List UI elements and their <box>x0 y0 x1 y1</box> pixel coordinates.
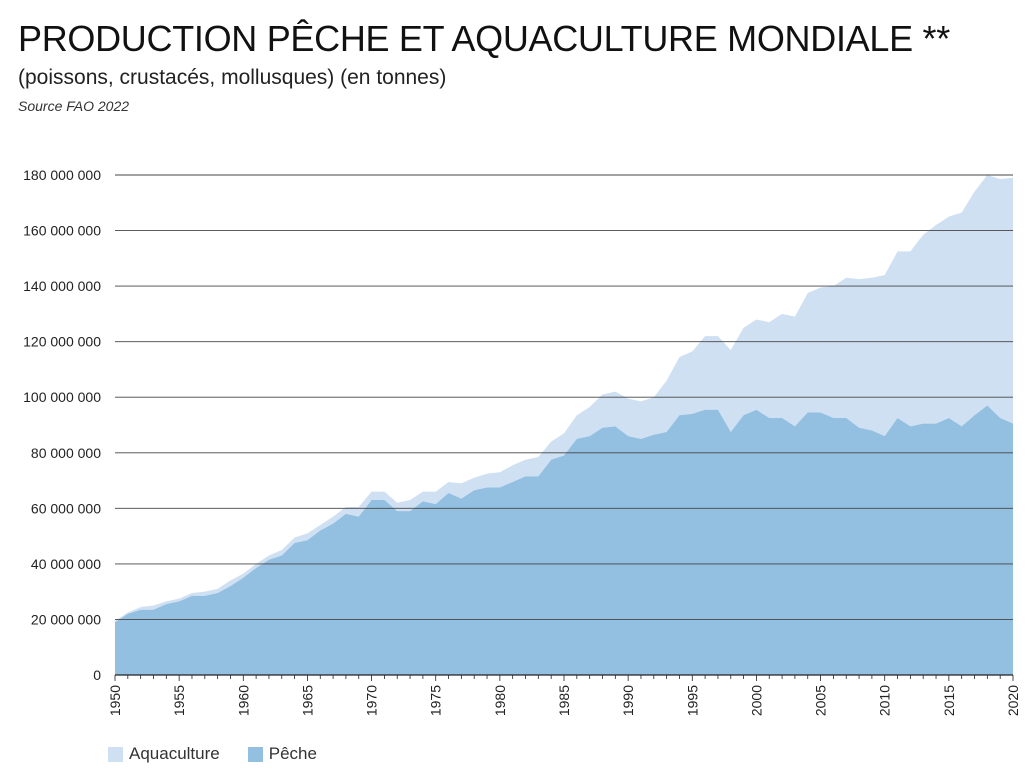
chart-source: Source FAO 2022 <box>18 98 130 114</box>
area-layer <box>115 175 1013 675</box>
y-tick-label: 0 <box>93 667 101 683</box>
x-tick-label: 1960 <box>235 685 251 716</box>
chart-title: PRODUCTION PÊCHE ET AQUACULTURE MONDIALE… <box>18 18 950 59</box>
x-tick-label: 1980 <box>492 685 508 716</box>
x-tick-label: 1955 <box>171 685 187 716</box>
legend-label-aquaculture: Aquaculture <box>129 744 220 763</box>
y-tick-label: 120 000 000 <box>23 334 101 350</box>
x-tick-label: 1965 <box>299 685 315 716</box>
series-area-peche <box>115 405 1013 675</box>
y-axis: 0 20 000 000 40 000 000 60 000 000 80 000 00… <box>23 167 101 683</box>
y-tick-label: 100 000 000 <box>23 389 101 405</box>
series-area-aquaculture <box>115 175 1013 623</box>
y-tick-label: 160 000 000 <box>23 223 101 239</box>
legend: Aquaculture Pêche <box>108 744 317 764</box>
y-tick-label: 180 000 000 <box>23 167 101 183</box>
legend-swatch-aquaculture <box>108 746 123 762</box>
x-tick-label: 2015 <box>941 685 957 716</box>
x-tick-label: 2005 <box>813 685 829 716</box>
y-tick-label: 40 000 000 <box>31 556 101 572</box>
y-tick-label: 60 000 000 <box>31 500 101 516</box>
x-tick-label: 1975 <box>428 685 444 716</box>
y-tick-label: 20 000 000 <box>31 611 101 627</box>
x-tick-label: 2000 <box>748 685 764 716</box>
x-tick-label: 2020 <box>1005 685 1021 716</box>
x-tick-label: 1970 <box>364 685 380 716</box>
legend-item-aquaculture: Aquaculture <box>108 744 220 764</box>
x-tick-label: 1985 <box>556 685 572 716</box>
y-tick-label: 140 000 000 <box>23 278 101 294</box>
legend-swatch-peche <box>247 746 263 762</box>
y-tick-label: 80 000 000 <box>31 445 101 461</box>
x-tick-label: 2010 <box>877 685 893 716</box>
gridlines <box>115 174 1013 620</box>
x-tick-label: 1950 <box>107 685 123 716</box>
legend-label-peche: Pêche <box>268 744 317 763</box>
x-axis: 1950 1955 1960 1965 1970 1975 1980 1985 1990 1995… <box>107 674 1021 716</box>
x-tick-label: 1995 <box>684 685 700 716</box>
chart-subtitle: (poissons, crustacés, mollusques) (en to… <box>18 66 447 89</box>
legend-item-peche: Pêche <box>247 744 317 764</box>
x-tick-label: 1990 <box>620 685 636 716</box>
